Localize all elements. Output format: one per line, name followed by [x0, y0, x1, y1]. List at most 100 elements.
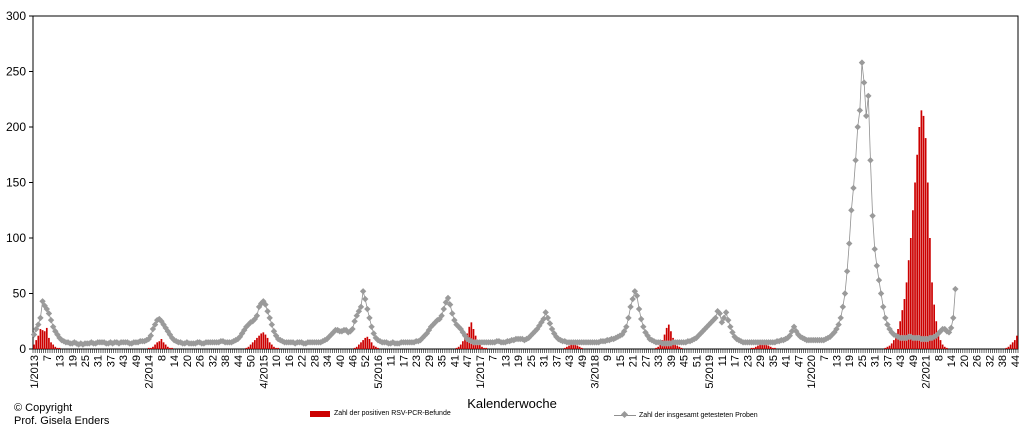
line-total-point	[45, 310, 53, 317]
bar-positive	[920, 110, 923, 349]
x-tick-label: 46	[347, 355, 359, 367]
bar-positive	[657, 346, 660, 349]
x-tick-label: 1/2017	[475, 355, 487, 389]
line-total-point	[629, 295, 636, 303]
bar-positive	[892, 340, 895, 349]
bar-positive	[368, 339, 371, 349]
x-tick-label: 13	[500, 355, 512, 367]
bar-positive	[37, 335, 40, 349]
line-total-point	[637, 315, 645, 323]
line-total-point	[877, 290, 885, 297]
bar-positive	[156, 342, 159, 349]
line-total-point	[894, 333, 902, 340]
line-total-point	[355, 308, 363, 315]
line-total-point	[947, 324, 955, 332]
bar-positive	[761, 343, 764, 349]
line-total-point	[529, 330, 537, 337]
line-total-point	[790, 323, 798, 330]
line-total-point	[771, 339, 779, 346]
line-total-point	[718, 319, 726, 326]
line-total-point	[268, 321, 276, 328]
line-total-point	[786, 332, 793, 339]
x-tick-label: 43	[895, 355, 907, 367]
bar-positive	[268, 342, 271, 349]
y-tick-label: 300	[6, 9, 26, 23]
bar-positive	[260, 333, 263, 349]
line-total-point	[200, 340, 208, 347]
x-tick-label: 35	[437, 355, 449, 367]
x-tick-label: 3/2018	[589, 355, 601, 389]
line-total-point	[930, 333, 938, 340]
x-tick-label: 20	[959, 355, 971, 367]
line-total-point	[47, 316, 55, 324]
bar-positive	[264, 334, 267, 349]
bar-positive	[253, 340, 256, 349]
x-tick-label: 7	[819, 355, 831, 361]
x-tick-label: 20	[182, 355, 194, 367]
bar-positive	[249, 344, 252, 349]
bar-positive	[258, 335, 260, 349]
line-total-point	[846, 240, 853, 247]
x-tick-label: 31	[539, 355, 551, 367]
x-tick-label: 26	[972, 355, 984, 367]
line-total-point	[833, 325, 840, 333]
bar-positive	[54, 346, 57, 349]
line-total-point	[952, 285, 959, 293]
bar-positive	[1011, 342, 1014, 349]
bar-positive	[929, 238, 931, 349]
line-total-point	[631, 288, 639, 295]
line-total-point	[444, 294, 452, 302]
line-total-point	[854, 123, 861, 131]
bar-positive	[903, 299, 906, 349]
line-total-point	[531, 328, 539, 335]
bar-positive	[767, 345, 770, 349]
legend-item-positive: Zahl der positiven RSV-PCR-Befunde	[310, 410, 451, 417]
x-tick-label: 47	[462, 355, 474, 367]
bar-positive	[884, 347, 887, 349]
x-tick-label: 40	[335, 355, 347, 367]
line-total-point	[945, 329, 953, 336]
bar-positive	[160, 339, 163, 349]
x-tick-label: 37	[882, 355, 894, 367]
line-total-point	[667, 340, 675, 347]
line-total-point	[264, 308, 271, 315]
x-tick-label: 47	[793, 355, 805, 367]
bar-positive	[924, 138, 927, 349]
x-tick-label: 9	[602, 355, 614, 361]
line-total-point	[353, 312, 360, 319]
bar-positive	[916, 154, 919, 349]
line-total-point	[451, 316, 458, 324]
line-total-point	[366, 314, 373, 322]
x-tick-label: 23	[411, 355, 423, 367]
bar-positive	[757, 345, 759, 349]
x-tick-label: 29	[755, 355, 767, 367]
x-tick-label: 21	[628, 355, 640, 367]
line-total-point	[270, 328, 278, 335]
x-tick-label: 37	[105, 355, 117, 367]
bar-positive	[909, 238, 912, 349]
bar-positive	[763, 343, 766, 349]
line-total-point	[703, 323, 711, 330]
x-tick-label: 19	[844, 355, 856, 367]
bar-positive	[941, 344, 944, 349]
line-total-point	[536, 322, 543, 329]
bar-positive	[774, 347, 776, 349]
bar-positive	[946, 347, 948, 349]
line-total-point	[183, 339, 191, 346]
bar-positive	[926, 182, 929, 349]
x-tick-label: 28	[309, 355, 321, 367]
line-total-point	[32, 325, 40, 333]
x-tick-label: 17	[730, 355, 742, 367]
x-tick-label: 29	[424, 355, 436, 367]
line-total-point	[234, 335, 242, 343]
bar-positive	[262, 332, 265, 349]
bar-positive	[275, 347, 277, 349]
bar-positive	[574, 344, 577, 349]
bar-positive	[901, 310, 904, 349]
x-tick-label: 43	[118, 355, 130, 367]
x-tick-label: 32	[984, 355, 996, 367]
line-total-point	[869, 212, 876, 219]
x-tick-label: 51	[691, 355, 703, 367]
plot-border	[32, 15, 1019, 350]
bar-positive	[377, 347, 379, 349]
